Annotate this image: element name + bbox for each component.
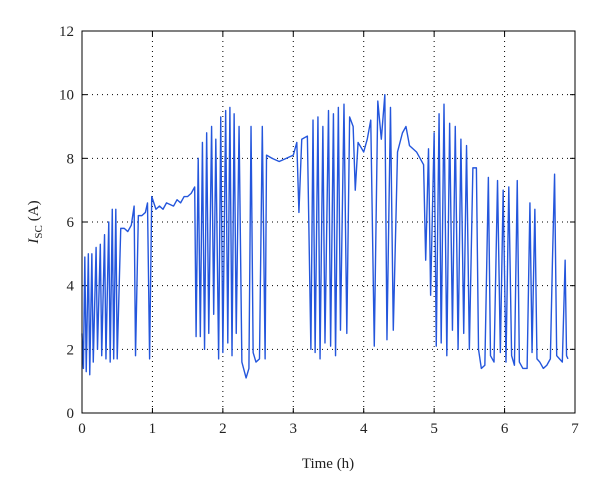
y-tick-label: 6 bbox=[67, 215, 75, 231]
y-label-symbol: I bbox=[26, 238, 42, 245]
plot-frame bbox=[81, 30, 576, 414]
data-line bbox=[81, 93, 569, 379]
y-tick-label: 10 bbox=[59, 88, 74, 104]
x-tick-label: 4 bbox=[360, 421, 368, 437]
y-tick-label: 4 bbox=[67, 279, 75, 295]
x-tick-label: 6 bbox=[501, 421, 509, 437]
y-axis-label: ISC (A) bbox=[26, 200, 45, 244]
x-tick-label: 2 bbox=[219, 421, 227, 437]
x-axis-label: Time (h) bbox=[302, 456, 354, 472]
x-tick-label: 7 bbox=[571, 421, 579, 437]
x-tick-label: 5 bbox=[430, 421, 438, 437]
y-tick-label: 12 bbox=[59, 24, 74, 40]
x-tick-label: 1 bbox=[149, 421, 157, 437]
y-tick-label: 8 bbox=[67, 151, 75, 167]
y-label-unit: (A) bbox=[26, 200, 42, 221]
y-tick-label: 0 bbox=[67, 406, 75, 422]
x-tick-label: 0 bbox=[78, 421, 86, 437]
x-tick-label: 3 bbox=[290, 421, 298, 437]
y-label-subscript: SC bbox=[33, 225, 45, 238]
y-tick-label: 2 bbox=[67, 342, 75, 358]
